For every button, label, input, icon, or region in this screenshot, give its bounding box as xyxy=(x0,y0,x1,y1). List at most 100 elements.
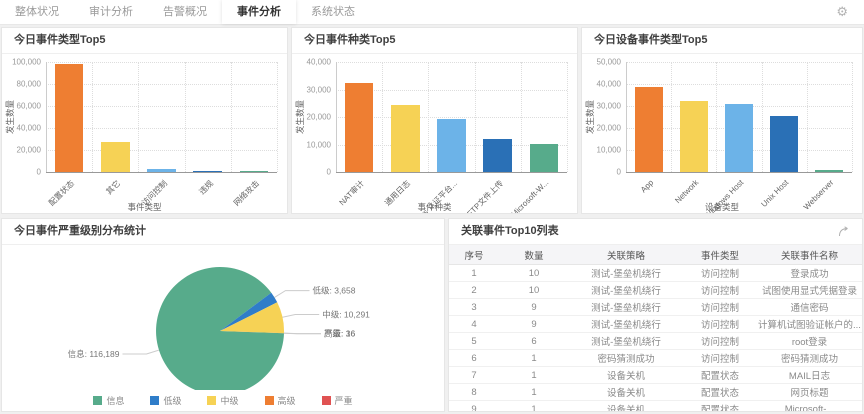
legend-label: 高级 xyxy=(277,396,296,406)
table-cell: 3 xyxy=(449,298,499,316)
table-cell: 配置状态 xyxy=(683,366,757,384)
bar-0 xyxy=(344,83,374,172)
y-tick-label: 40,000 xyxy=(596,79,621,89)
pie-label-line xyxy=(122,349,160,355)
table-cell: 4 xyxy=(449,315,499,333)
bar-4 xyxy=(239,171,269,172)
y-tick-label: 30,000 xyxy=(596,101,621,111)
y-axis-line xyxy=(626,62,627,172)
pie-label-line xyxy=(282,314,320,318)
pie-slice-2 xyxy=(220,302,285,334)
table-row: 5 6 测试-堡垒机绕行 访问控制 root登录 xyxy=(449,332,862,350)
gridline-v xyxy=(474,62,476,172)
table-cell: 通信密码 xyxy=(757,298,862,316)
x-axis-line xyxy=(626,172,852,173)
panel-event-kind-top5: 今日事件种类Top5 0 10,000 20,000 30,000 40,000 NAT审… xyxy=(291,27,578,214)
table-header-0: 序号 xyxy=(449,245,499,265)
y-tick-label: 0 xyxy=(36,167,41,177)
legend-item-2[interactable]: 中级 xyxy=(207,394,239,407)
nav-tab-3-active[interactable]: 事件分析 xyxy=(222,0,296,24)
bar-2 xyxy=(437,119,466,172)
gridline-v xyxy=(761,62,763,172)
pie-slice-label: 高级: 36 xyxy=(324,329,355,339)
table-cell: 1 xyxy=(449,264,499,282)
gridline-h xyxy=(336,117,567,118)
nav-tab-2[interactable]: 告警概况 xyxy=(163,6,207,18)
y-axis-title: 发生数量 xyxy=(295,100,305,135)
bar-0 xyxy=(634,86,663,172)
table-cell: 1 xyxy=(499,383,569,401)
settings-gear-icon[interactable]: ⚙ xyxy=(836,4,848,19)
gridline-v xyxy=(382,62,384,172)
table-header-3: 事件类型 xyxy=(683,245,757,265)
y-tick-label: 40,000 xyxy=(306,57,331,67)
panel-title: 今日事件严重级别分布统计 xyxy=(14,225,146,237)
table-row: 6 1 密码猜测成功 访问控制 密码猜测成功 xyxy=(449,349,862,367)
table-cell: 设备关机 xyxy=(569,383,683,401)
gridline-h xyxy=(46,62,277,63)
legend-label: 中级 xyxy=(220,396,239,406)
table-cell: 6 xyxy=(499,332,569,350)
nav-tab-4[interactable]: 系统状态 xyxy=(311,6,355,18)
export-icon[interactable] xyxy=(838,226,850,237)
nav-tab-1[interactable]: 审计分析 xyxy=(89,6,133,18)
legend-label: 信息 xyxy=(106,396,125,406)
table-header-2: 关联策略 xyxy=(569,245,683,265)
y-axis-title: 发生数量 xyxy=(5,100,15,135)
table-cell: 6 xyxy=(449,349,499,367)
panel-event-type-top5: 今日事件类型Top5 0 20,000 40,000 60,000 80,000 100,… xyxy=(1,27,288,214)
bar-chart-event-type: 0 20,000 40,000 60,000 80,000 100,000 配置状态 其它 访问… xyxy=(2,54,287,213)
legend-label: 低级 xyxy=(163,396,182,406)
nav-tab-0[interactable]: 整体状况 xyxy=(15,6,59,18)
legend-item-4[interactable]: 严重 xyxy=(321,394,353,407)
legend-swatch xyxy=(207,396,217,405)
legend-item-1[interactable]: 低级 xyxy=(150,394,181,407)
y-tick-label: 50,000 xyxy=(596,57,621,67)
table-cell: 访问控制 xyxy=(683,315,757,333)
table-cell: 计算机试图验证帐户的... xyxy=(757,315,862,333)
x-axis-line xyxy=(46,172,277,173)
legend-item-0[interactable]: 信息 xyxy=(93,394,124,407)
gridline-h xyxy=(46,128,277,129)
pie-slice-label: 信息: 116,189 xyxy=(68,349,120,359)
y-axis-line xyxy=(46,62,47,172)
pie-slice-label: 低级: 3,658 xyxy=(313,286,356,296)
x-axis-title: 事件种类 xyxy=(417,202,452,212)
table-row: 3 9 测试-堡垒机绕行 访问控制 通信密码 xyxy=(449,298,862,316)
table-cell: 配置状态 xyxy=(683,400,757,411)
panel-title: 关联事件Top10列表 xyxy=(461,225,559,237)
table-cell: 访问控制 xyxy=(683,264,757,282)
y-axis-line xyxy=(336,62,337,172)
y-tick-label: 40,000 xyxy=(16,123,41,133)
bar-1 xyxy=(679,100,708,172)
legend-item-3[interactable]: 高级 xyxy=(264,394,296,407)
table-row: 9 1 设备关机 配置状态 Microsoft-... xyxy=(449,400,862,411)
gridline-h xyxy=(46,84,277,85)
y-tick-label: 10,000 xyxy=(596,145,621,155)
gridline-h xyxy=(46,106,277,107)
table-row: 1 10 测试-堡垒机绕行 访问控制 登录成功 xyxy=(449,264,862,282)
y-tick-label: 20,000 xyxy=(16,145,41,155)
gridline-v xyxy=(184,62,186,172)
table-cell: 访问控制 xyxy=(683,281,757,299)
legend-swatch xyxy=(93,396,103,405)
panel-correlated-events-top10: 关联事件Top10列表 序号 数量 关联策略 事件类型 关联事件名称 1 10 测试-堡垒机… xyxy=(448,218,863,412)
y-tick-label: 10,000 xyxy=(306,140,331,149)
table-cell: 8 xyxy=(449,383,499,401)
gridline-v xyxy=(277,62,278,172)
gridline-h xyxy=(336,62,567,63)
legend-swatch xyxy=(150,396,160,405)
pie-slice-label: 中级: 10,291 xyxy=(322,310,370,320)
table-row: 8 1 设备关机 配置状态 网页标题 xyxy=(449,383,862,401)
gridline-v xyxy=(716,62,718,172)
y-tick-label: 20,000 xyxy=(596,123,621,133)
gridline-v xyxy=(806,62,808,172)
gridline-h xyxy=(626,62,852,63)
table-row: 2 10 测试-堡垒机绕行 访问控制 试图使用显式凭据登录 xyxy=(449,281,862,299)
y-tick-label: 30,000 xyxy=(306,85,331,94)
pie-label-line xyxy=(274,290,310,298)
pie-svg: 信息: 116,189 低级: 3,658 中级: 10,291 高级: 36严重: … xyxy=(68,267,370,396)
table-cell: 1 xyxy=(499,349,569,367)
table-cell: 测试-堡垒机绕行 xyxy=(569,264,683,282)
table-cell: MAIL日志 xyxy=(757,366,862,384)
